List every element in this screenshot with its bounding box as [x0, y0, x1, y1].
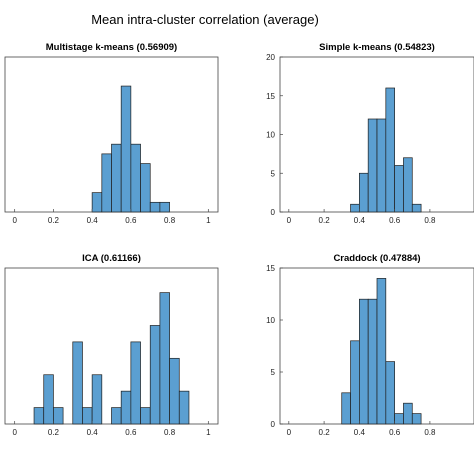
x-tick-label: 0.6	[389, 216, 401, 225]
y-tick-label: 0	[271, 208, 276, 217]
histogram-bar	[149, 325, 161, 425]
histogram-bar	[159, 201, 170, 213]
x-tick-label: 0	[287, 216, 292, 225]
x-tick-label: 0	[287, 428, 292, 437]
y-tick-label: 10	[266, 131, 275, 140]
x-tick-label: 1	[206, 216, 211, 225]
panel-title: ICA (0.61166)	[82, 253, 141, 264]
histogram-bar	[82, 407, 93, 425]
histogram-bar	[385, 87, 395, 213]
histogram-bar	[403, 157, 413, 213]
histogram-bar	[120, 85, 132, 213]
histogram-bar	[367, 298, 378, 425]
histogram-bar	[140, 163, 151, 213]
histogram-panel-2: Simple k-means (0.54823) 0 0.2 0.4 0.6 0.8 0 5 1…	[266, 42, 474, 225]
histogram-panel-4: Craddock (0.47884) 0 0.2 0.4 0.6 0.8 0 5 10 15	[266, 253, 474, 437]
y-tick-label: 20	[266, 53, 275, 62]
panel-title: Simple k-means (0.54823)	[319, 42, 435, 53]
panel-title: Craddock (0.47884)	[333, 253, 420, 264]
histogram-bar	[149, 201, 161, 213]
histogram-bar	[411, 413, 422, 425]
x-tick-label: 0.2	[48, 216, 60, 225]
panel-title: Multistage k-means (0.56909)	[46, 42, 177, 53]
x-tick-label: 0	[12, 216, 17, 225]
histogram-bar	[111, 407, 122, 425]
histogram-bar	[159, 292, 170, 425]
histogram-panel-3: ICA (0.61166) 0 0.2 0.4 0.6 0.8 1	[4, 253, 219, 437]
histogram-bar	[350, 340, 360, 425]
histogram-panel-1: Multistage k-means (0.56909) 0 0.2 0.4 0.6 0.…	[4, 42, 219, 225]
histogram-bar	[130, 143, 141, 213]
histogram-bar	[120, 390, 132, 425]
x-tick-label: 0	[12, 428, 17, 437]
histogram-bar	[101, 153, 112, 213]
histogram-bar	[178, 390, 190, 425]
y-tick-label: 5	[271, 169, 276, 178]
figure-title: Mean intra-cluster correlation (average)	[91, 12, 319, 27]
x-tick-label: 0.2	[319, 216, 331, 225]
histogram-bar	[359, 172, 369, 213]
histogram-bar	[43, 374, 54, 425]
y-tick-label: 5	[271, 368, 276, 377]
x-tick-label: 0.6	[125, 428, 137, 437]
histogram-bar	[72, 341, 83, 425]
histogram-bar	[140, 407, 151, 425]
histogram-bar	[411, 203, 422, 213]
histogram-bar	[91, 374, 103, 425]
histogram-bar	[367, 118, 378, 213]
histogram-bar	[350, 203, 360, 213]
panels: Multistage k-means (0.56909) 0 0.2 0.4 0.6 0.…	[4, 42, 474, 437]
x-tick-label: 0.6	[125, 216, 137, 225]
x-tick-label: 0.2	[319, 428, 331, 437]
histogram-bar	[394, 165, 404, 213]
x-tick-label: 0.4	[87, 428, 99, 437]
x-tick-label: 1	[206, 428, 211, 437]
histogram-bar	[376, 118, 387, 213]
histogram-bar	[376, 278, 387, 425]
x-tick-label: 0.8	[164, 216, 176, 225]
histogram-bar	[403, 402, 413, 425]
x-tick-label: 0.6	[389, 428, 401, 437]
x-tick-label: 0.4	[354, 428, 366, 437]
y-tick-label: 0	[271, 420, 276, 429]
x-tick-label: 0.8	[164, 428, 176, 437]
histogram-bar	[341, 392, 351, 425]
histogram-bar	[91, 192, 103, 213]
histogram-bar	[169, 357, 180, 425]
histogram-bar	[33, 407, 45, 425]
x-tick-label: 0.4	[354, 216, 366, 225]
x-tick-label: 0.8	[424, 428, 436, 437]
x-tick-label: 0.8	[424, 216, 436, 225]
histogram-bar	[130, 341, 141, 425]
y-tick-label: 10	[266, 316, 275, 325]
x-tick-label: 0.4	[87, 216, 99, 225]
histogram-bar	[385, 361, 395, 425]
histogram-bar	[53, 407, 64, 425]
histogram-bar	[359, 298, 369, 425]
histogram-bar	[111, 143, 122, 213]
histogram-bar	[394, 413, 404, 425]
x-tick-label: 0.2	[48, 428, 60, 437]
y-tick-label: 15	[266, 92, 275, 101]
y-tick-label: 15	[266, 264, 275, 273]
